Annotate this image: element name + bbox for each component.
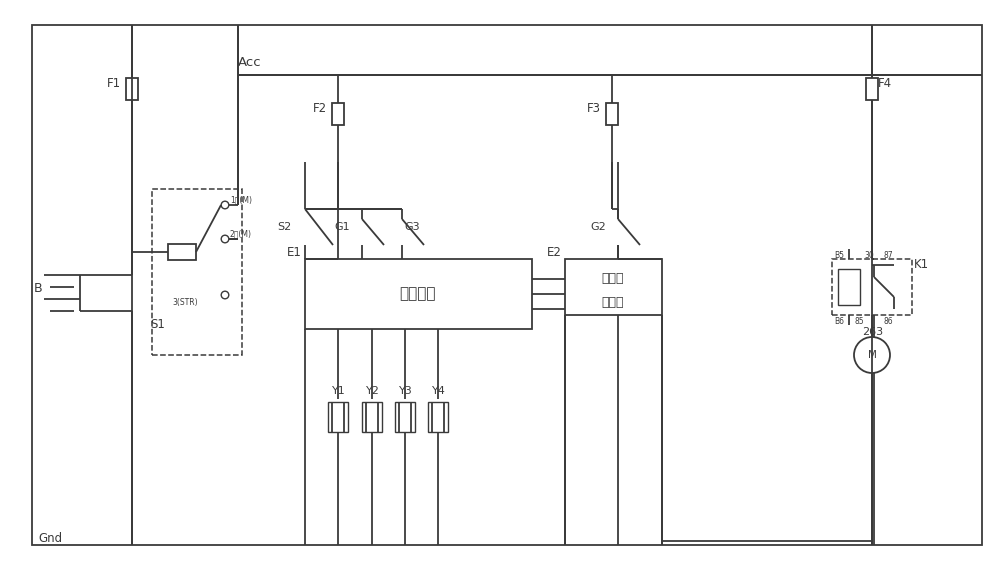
Bar: [565, 259, 662, 315]
Text: G1: G1: [334, 222, 350, 232]
Text: 263: 263: [862, 327, 883, 337]
Bar: [328, 402, 348, 432]
Text: G3: G3: [404, 222, 420, 232]
Bar: [832, 259, 912, 315]
Text: 3(STR): 3(STR): [172, 298, 198, 307]
Text: 86: 86: [884, 316, 894, 325]
Text: K1: K1: [914, 257, 929, 270]
Bar: [168, 244, 196, 260]
Text: 2挡(M): 2挡(M): [230, 230, 252, 239]
Text: S2: S2: [277, 222, 291, 232]
Text: B6: B6: [834, 316, 844, 325]
Bar: [838, 269, 860, 305]
Text: B5: B5: [834, 251, 844, 260]
Text: S1: S1: [150, 319, 165, 332]
Text: F4: F4: [878, 77, 892, 90]
Bar: [428, 402, 448, 432]
Bar: [606, 103, 618, 125]
Bar: [395, 402, 415, 432]
Text: G2: G2: [590, 222, 606, 232]
Text: M: M: [868, 350, 876, 360]
Text: Y1: Y1: [332, 386, 346, 396]
Text: 87: 87: [884, 251, 894, 260]
Bar: [126, 78, 138, 99]
Bar: [305, 259, 532, 329]
Text: 85: 85: [854, 316, 864, 325]
Text: Gnd: Gnd: [38, 532, 62, 545]
Text: 1挡(M): 1挡(M): [230, 196, 252, 205]
Bar: [362, 402, 382, 432]
Text: Y3: Y3: [399, 386, 413, 396]
Text: E2: E2: [547, 247, 562, 260]
Text: E1: E1: [287, 247, 302, 260]
Text: B: B: [34, 282, 43, 295]
Text: 主控制器: 主控制器: [400, 286, 436, 302]
Text: F2: F2: [313, 102, 327, 115]
Bar: [152, 189, 242, 355]
Bar: [866, 78, 878, 99]
Text: F3: F3: [587, 102, 601, 115]
Text: 控制器: 控制器: [602, 297, 624, 310]
Text: Acc: Acc: [238, 57, 262, 70]
Text: Y2: Y2: [366, 386, 380, 396]
Text: Y4: Y4: [432, 386, 446, 396]
Text: 发动机: 发动机: [602, 273, 624, 286]
Text: F1: F1: [107, 77, 121, 90]
Text: 30: 30: [864, 251, 874, 260]
Bar: [332, 103, 344, 125]
